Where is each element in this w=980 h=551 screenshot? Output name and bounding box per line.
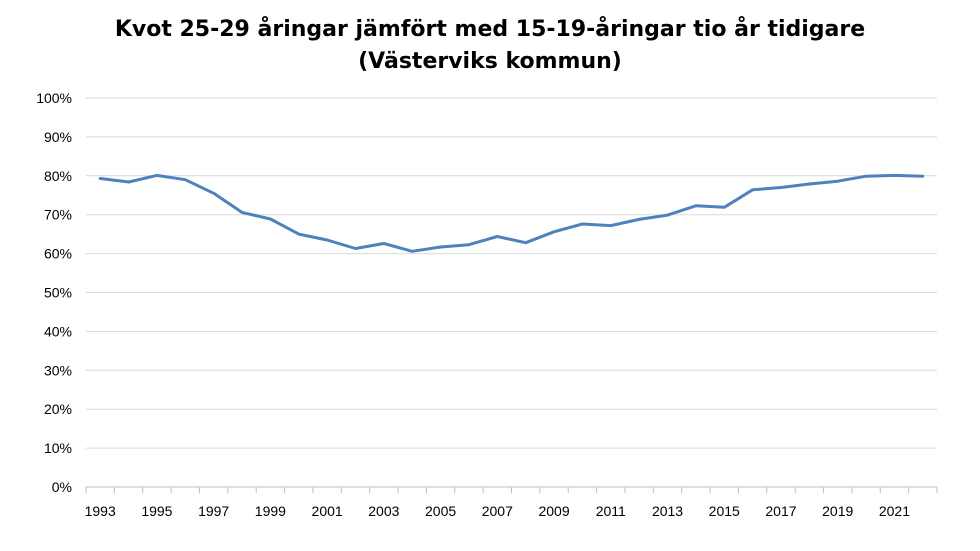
data-point — [751, 188, 754, 192]
y-tick-label: 40% — [44, 323, 72, 339]
x-tick-label: 1993 — [85, 503, 116, 519]
data-point — [439, 245, 442, 249]
data-point — [98, 177, 102, 180]
chart-title-block: Kvot 25-29 åringar jämfört med 15-19-åri… — [0, 14, 980, 78]
data-point — [155, 174, 159, 177]
x-tick-label: 1999 — [255, 503, 286, 519]
x-tick-label: 1995 — [141, 503, 172, 519]
chart-subtitle: (Västerviks kommun) — [358, 49, 622, 74]
data-point — [467, 243, 471, 246]
data-point — [354, 247, 357, 250]
data-point — [609, 224, 612, 227]
x-tick-label: 2017 — [765, 503, 796, 519]
data-point — [808, 182, 811, 186]
x-tick-label: 2021 — [879, 503, 910, 519]
data-point — [893, 174, 896, 177]
y-tick-label: 10% — [44, 440, 72, 456]
data-point — [836, 180, 839, 183]
x-tick-label: 1997 — [198, 503, 229, 519]
data-point — [297, 232, 300, 236]
x-tick-label: 2007 — [482, 503, 513, 519]
data-point — [269, 217, 272, 221]
data-point — [666, 213, 669, 217]
data-point — [723, 206, 726, 209]
data-point — [127, 180, 130, 184]
x-tick-label: 2003 — [368, 503, 399, 519]
x-tick-label: 2013 — [652, 503, 683, 519]
x-tick-label: 2011 — [596, 503, 626, 519]
data-point — [496, 235, 499, 238]
x-tick-label: 2005 — [425, 503, 456, 519]
data-point — [581, 222, 584, 226]
x-tick-label: 2009 — [538, 503, 569, 519]
series-line — [98, 173, 925, 253]
y-tick-label: 80% — [44, 168, 72, 184]
y-tick-label: 30% — [44, 362, 72, 378]
data-point — [325, 238, 329, 242]
data-point — [637, 218, 641, 221]
y-tick-label: 20% — [44, 401, 72, 417]
chart-title: Kvot 25-29 åringar jämfört med 15-19-åri… — [114, 17, 866, 42]
y-tick-label: 90% — [44, 129, 72, 145]
x-tick-label: 2001 — [312, 503, 343, 519]
data-point — [184, 178, 187, 181]
y-tick-label: 60% — [44, 246, 72, 262]
y-tick-label: 50% — [44, 285, 72, 301]
y-tick-label: 100% — [36, 90, 72, 106]
data-point — [694, 204, 698, 207]
data-point — [411, 250, 414, 253]
x-tick-label: 2019 — [822, 503, 853, 519]
y-tick-label: 70% — [44, 207, 72, 223]
data-point — [921, 174, 925, 178]
x-tick-label: 2015 — [709, 503, 740, 519]
data-point — [524, 241, 527, 244]
y-tick-label: 0% — [52, 479, 72, 495]
data-point — [552, 230, 556, 234]
data-point — [779, 186, 783, 189]
data-point — [240, 211, 244, 214]
data-point — [382, 242, 386, 245]
data-point — [864, 174, 868, 178]
data-point — [212, 192, 215, 195]
